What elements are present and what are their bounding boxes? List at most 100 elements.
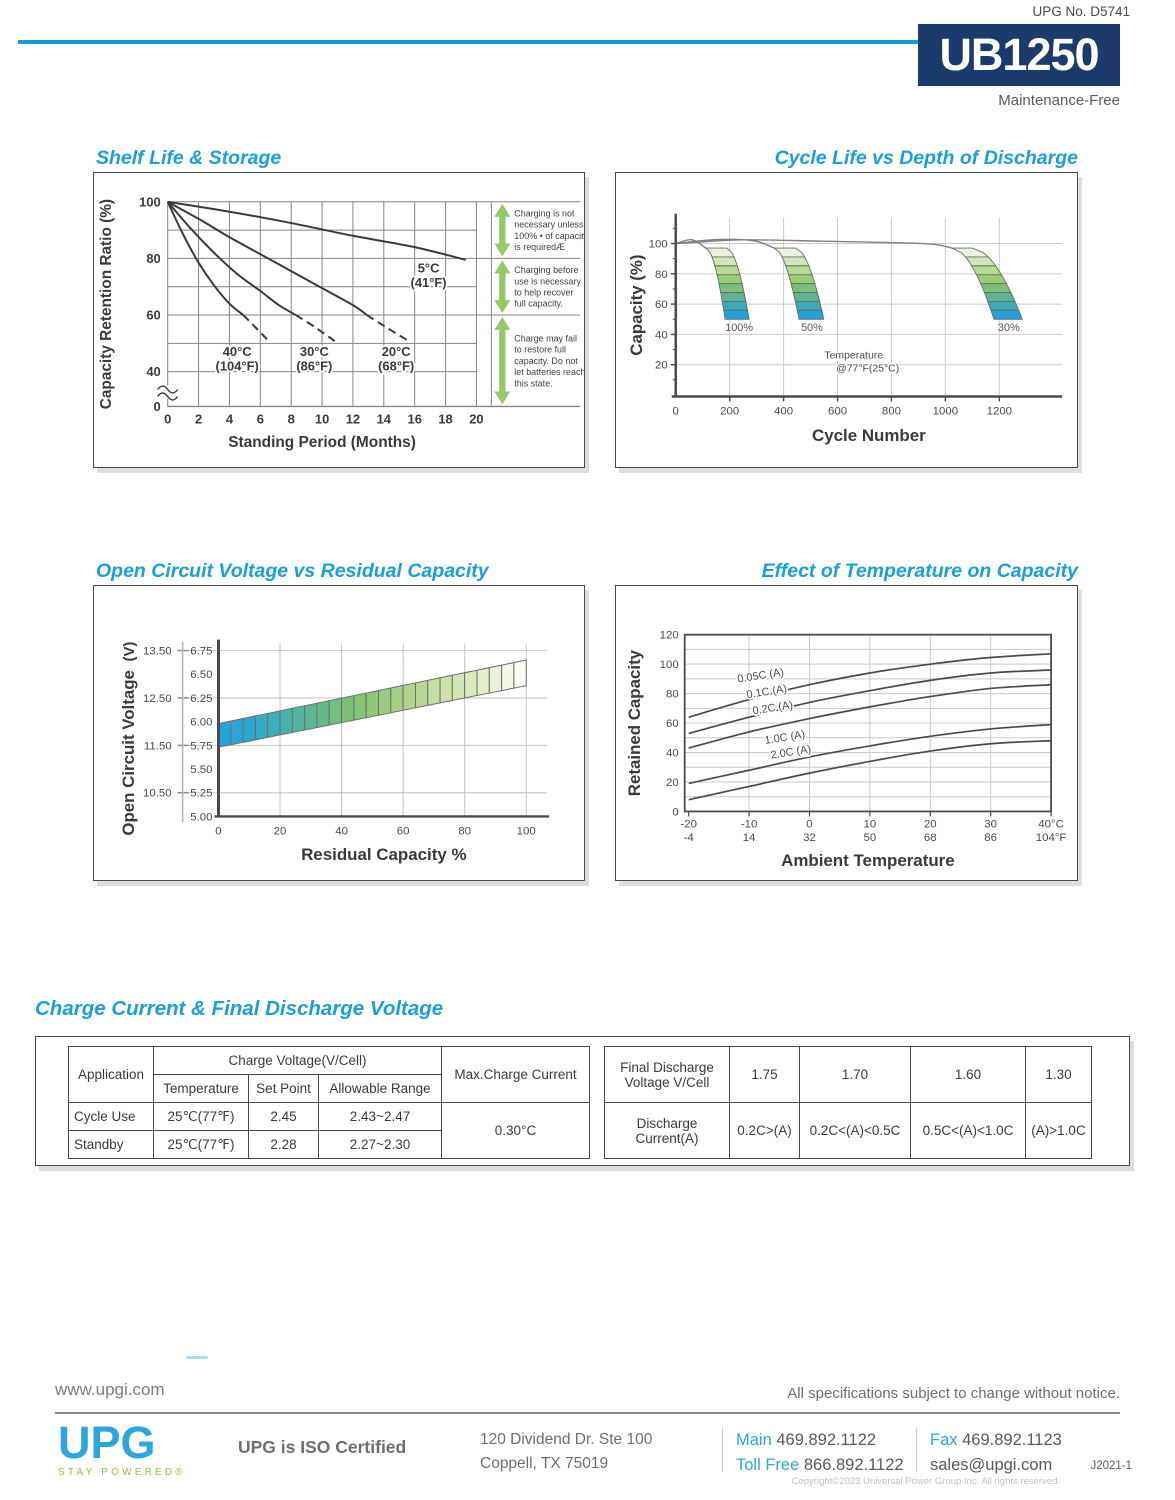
max-charge-value: 0.30°C bbox=[441, 1102, 590, 1159]
band-cell bbox=[772, 247, 806, 258]
value-cell: (A)>1.0C bbox=[1025, 1102, 1092, 1159]
y-tick-label-12v: 11.50 bbox=[144, 740, 172, 752]
x-tick-label: 12 bbox=[346, 411, 360, 426]
tick-labels: 0 2 4 6 8 10 12 14 16 18 20 100 80 60 40 0 bbox=[139, 194, 483, 426]
curve-label: 2.0C (A) bbox=[770, 743, 812, 761]
sub-header: Temperature bbox=[153, 1074, 249, 1103]
temperature-note: @77°F(25°C) bbox=[836, 364, 899, 375]
series-line bbox=[688, 652, 1052, 719]
band-cell bbox=[365, 689, 380, 719]
address-line-1: 120 Dividend Dr. Ste 100 bbox=[480, 1431, 653, 1448]
zone-note-line: is requiredÆ bbox=[514, 242, 565, 252]
row-label: Discharge Current(A) bbox=[604, 1102, 730, 1159]
band-cell bbox=[987, 300, 1020, 311]
double-arrow-icon bbox=[494, 203, 511, 257]
value-cell: 1.75 bbox=[729, 1046, 800, 1103]
x-tick-label: 8 bbox=[288, 411, 295, 426]
header-accent-line bbox=[18, 40, 918, 44]
band-cell bbox=[964, 256, 997, 267]
series-line bbox=[166, 201, 297, 316]
curve-label: (68°F) bbox=[378, 359, 414, 374]
y-axis-title: Capacity (%) bbox=[627, 254, 646, 355]
y-tick-label-12v: 13.50 bbox=[143, 646, 172, 658]
series-curves bbox=[166, 200, 466, 343]
band-cell bbox=[279, 707, 293, 736]
x-axis-title: Residual Capacity % bbox=[301, 845, 466, 864]
series-line bbox=[688, 683, 1052, 749]
y-tick-label: 20 bbox=[666, 777, 679, 789]
charge-voltage-table: Application Charge Voltage(V/Cell) Max.Cha… bbox=[68, 1046, 590, 1159]
band-cell bbox=[794, 300, 823, 311]
band-cell bbox=[230, 717, 244, 746]
band-cell bbox=[970, 265, 1003, 276]
series-line bbox=[688, 723, 1052, 785]
curve-label: 20°C bbox=[382, 344, 411, 359]
x-tick-label-fahrenheit: 14 bbox=[743, 832, 756, 844]
sales-email[interactable]: sales@upgi.com bbox=[930, 1455, 1053, 1474]
temperature-cell: 25℃(77℉) bbox=[153, 1130, 249, 1159]
y-tick-label: 120 bbox=[660, 630, 679, 642]
sub-header: Set Point bbox=[248, 1074, 319, 1103]
model-badge: UB1250 bbox=[918, 24, 1120, 86]
sub-header: Allowable Range bbox=[318, 1074, 442, 1103]
double-arrow-icon bbox=[494, 317, 511, 405]
section-title-ocv: Open Circuit Voltage vs Residual Capacit… bbox=[96, 560, 489, 582]
y-tick-label-6v: 5.50 bbox=[190, 764, 212, 776]
band-cell bbox=[790, 283, 819, 294]
band-cell bbox=[254, 712, 269, 741]
x-tick-label: 4 bbox=[226, 411, 234, 426]
band-label: 50% bbox=[801, 322, 823, 334]
tollfree-phone-label: Toll Free bbox=[736, 1455, 800, 1474]
y-axis-title: Capacity Retention Ratio (%) bbox=[98, 199, 115, 409]
charge-voltage-header: Charge Voltage(V/Cell) bbox=[153, 1046, 442, 1075]
footer-vertical-divider bbox=[722, 1428, 723, 1472]
temperature-cell: 25℃(77℉) bbox=[153, 1102, 249, 1131]
shelf-life-chart: 5°C (41°F) 20°C (68°F) 30°C (86°F) 40°C (104°F)… bbox=[93, 172, 585, 468]
value-cell: 1.60 bbox=[910, 1046, 1026, 1103]
x-tick-label-celsius: 40°C bbox=[1038, 818, 1064, 830]
curve-label: 5°C bbox=[418, 260, 440, 275]
ocv-chart: 6.75 6.50 6.25 6.00 5.75 5.50 5.25 5.00 13.50 12.… bbox=[93, 585, 585, 881]
application-cell: Cycle Use bbox=[68, 1102, 154, 1131]
x-tick-label: 14 bbox=[377, 411, 392, 426]
grid bbox=[167, 201, 581, 408]
tollfree-phone-number[interactable]: 866.892.1122 bbox=[803, 1455, 904, 1474]
x-tick-label: 100 bbox=[517, 825, 536, 837]
x-tick-label: 18 bbox=[438, 411, 452, 426]
y-axis-title: Retained Capacity bbox=[625, 649, 644, 796]
y-tick-label: 0 bbox=[672, 806, 678, 818]
band-label: 30% bbox=[998, 322, 1020, 334]
address-line-2: Coppell, TX 75019 bbox=[480, 1455, 609, 1473]
x-tick-label-celsius: 0 bbox=[806, 818, 812, 830]
doc-number: UPG No. D5741 bbox=[1032, 4, 1130, 19]
x-axis-title: Standing Period (Months) bbox=[228, 434, 416, 451]
y-tick-label: 80 bbox=[666, 689, 679, 701]
band-cell bbox=[451, 672, 466, 702]
band-cell bbox=[720, 292, 747, 302]
y-tick-label-6v: 5.00 bbox=[190, 811, 212, 823]
section-title-shelf-life: Shelf Life & Storage bbox=[96, 147, 282, 169]
website-link[interactable]: www.upgi.com bbox=[55, 1380, 165, 1399]
zone-note-line: to help recover bbox=[514, 288, 573, 298]
y-tick-label: 20 bbox=[655, 360, 668, 372]
curve-label: (41°F) bbox=[411, 275, 447, 290]
band-cell bbox=[980, 283, 1012, 294]
fax-number: 469.892.1123 bbox=[962, 1431, 1062, 1449]
x-tick-label: 1200 bbox=[987, 405, 1012, 417]
x-tick-label-celsius: -20 bbox=[680, 818, 697, 830]
x-tick-label-celsius: 20 bbox=[924, 818, 937, 830]
main-phone-number[interactable]: 469.892.1122 bbox=[776, 1431, 877, 1449]
curve-labels: 5°C(41°F) 20°C(68°F) 30°C(86°F) 40°C(104°F) bbox=[214, 259, 449, 376]
x-tick-label-celsius: -10 bbox=[741, 818, 758, 830]
x-tick-label: 20 bbox=[274, 825, 287, 837]
band-cell bbox=[723, 309, 750, 320]
band-cell bbox=[328, 697, 343, 726]
x-tick-label: 2 bbox=[195, 411, 202, 426]
band-cell bbox=[304, 702, 318, 731]
band-cell bbox=[267, 710, 281, 738]
y-tick-label: 60 bbox=[666, 718, 679, 730]
envelope-curves bbox=[675, 238, 953, 249]
tick-labels: 6.75 6.50 6.25 6.00 5.75 5.50 5.25 5.00 13.50 12.… bbox=[143, 646, 536, 838]
x-tick-label-fahrenheit: -4 bbox=[684, 832, 695, 844]
